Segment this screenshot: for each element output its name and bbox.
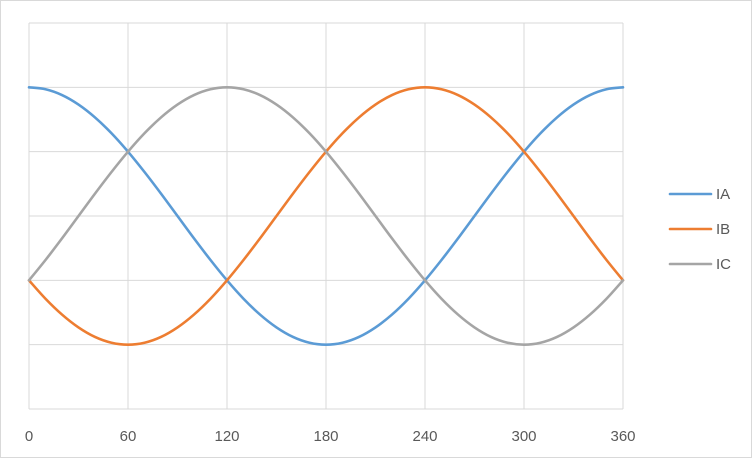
x-tick-label: 360 xyxy=(610,428,635,445)
legend: IA IB IC xyxy=(668,186,731,273)
series-line-ic xyxy=(27,86,625,346)
legend-label: IB xyxy=(716,221,730,238)
legend-label: IC xyxy=(716,256,731,273)
x-tick-label: 0 xyxy=(25,428,33,445)
x-tick-label: 60 xyxy=(120,428,137,445)
x-axis-ticks: 0 60 120 180 240 300 360 xyxy=(25,428,636,445)
legend-label: IA xyxy=(716,186,730,203)
legend-item-ia: IA xyxy=(668,186,730,203)
x-tick-label: 120 xyxy=(214,428,239,445)
legend-item-ib: IB xyxy=(668,221,730,238)
x-tick-label: 240 xyxy=(412,428,437,445)
x-tick-label: 300 xyxy=(511,428,536,445)
series-lines xyxy=(27,86,625,346)
gridlines xyxy=(28,22,624,410)
x-tick-label: 180 xyxy=(313,428,338,445)
legend-item-ic: IC xyxy=(668,256,731,273)
